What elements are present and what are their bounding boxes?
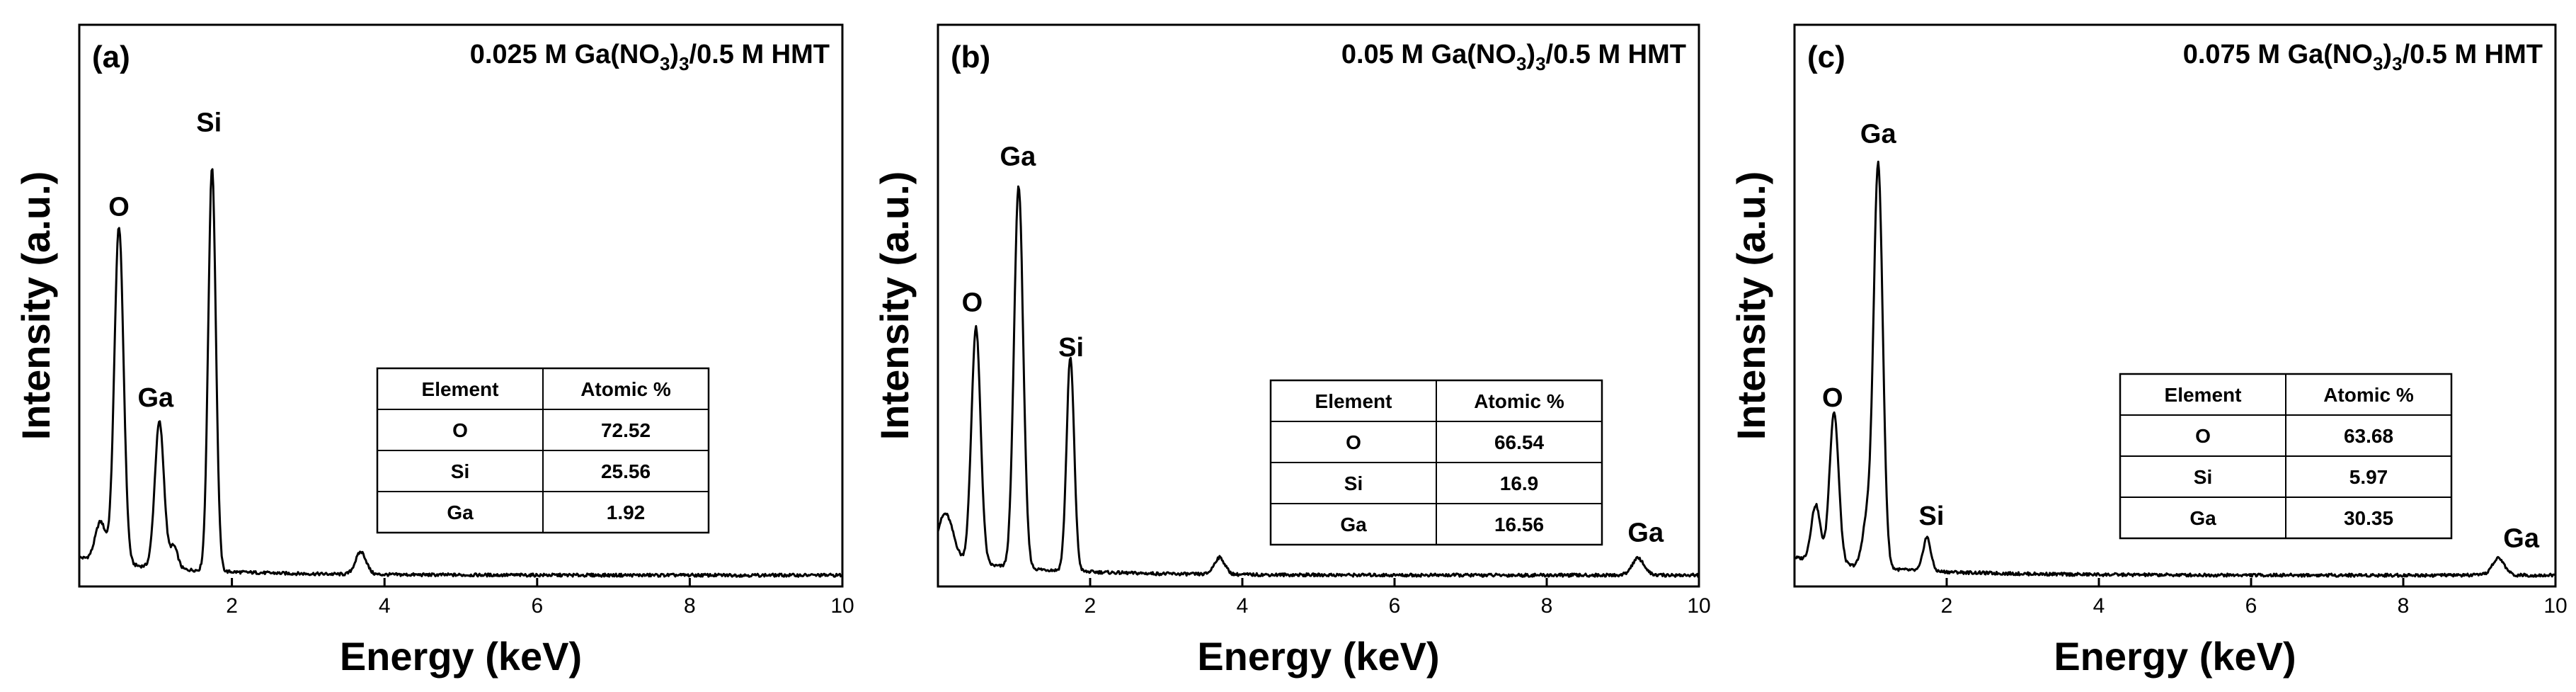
peak-label-ga: Ga [1000, 142, 1037, 171]
table-header-atomic: Atomic % [1474, 390, 1564, 412]
table-header-element: Element [422, 378, 499, 400]
table-cell-value: 63.68 [2344, 425, 2393, 447]
x-tick-label: 6 [531, 594, 543, 618]
peak-label-ga: Ga [2503, 523, 2540, 553]
table-cell-value: 30.35 [2344, 507, 2393, 529]
peak-label-si: Si [196, 108, 222, 138]
x-tick-label: 10 [830, 594, 854, 618]
x-tick-label: 2 [1941, 594, 1953, 618]
panel-c: 2 4 6 8 10 Energy (keV) Intensity (a.u.) (c) 0.0… [1729, 23, 2568, 679]
x-tick-label: 8 [2398, 594, 2410, 618]
table-cell-element: Si [1344, 472, 1363, 494]
composition-table: Element Atomic % O 63.68 Si 5.97 Ga 30.35 [2119, 373, 2453, 540]
x-tick-label: 10 [1687, 594, 1710, 618]
table-cell-value: 5.97 [2349, 466, 2388, 488]
panel-label: (a) [92, 40, 130, 74]
panel-b: 2 4 6 8 10 Energy (keV) Intensity (a.u.) (b) 0.0… [872, 23, 1711, 679]
composition-table: Element Atomic % O 66.54 Si 16.9 Ga 16.56 [1269, 379, 1603, 546]
table-cell-value: 16.9 [1500, 472, 1539, 494]
peak-label-si: Si [1919, 501, 1945, 531]
x-tick-label: 4 [2093, 594, 2105, 618]
table-cell-element: Si [2194, 466, 2212, 488]
y-axis-label: Intensity (a.u.) [13, 171, 58, 441]
plot-frame [937, 23, 1700, 588]
table-cell-element: O [2195, 425, 2211, 447]
y-axis-label: Intensity (a.u.) [872, 171, 917, 441]
table-cell-value: 25.56 [601, 460, 651, 482]
peak-label-ga: Ga [1627, 518, 1664, 548]
table-cell-element: Si [451, 460, 469, 482]
panel-title: 0.05 M Ga(NO3)3/0.5 M HMT [1341, 40, 1686, 74]
composition-table: Element Atomic % O 72.52 Si 25.56 Ga 1.92 [376, 367, 710, 534]
table-cell-value: 72.52 [601, 419, 651, 441]
x-axis-label: Energy (keV) [2054, 634, 2296, 679]
table-cell-element: Ga [2189, 507, 2216, 529]
table-header-element: Element [1315, 390, 1392, 412]
panel-label: (b) [951, 40, 990, 74]
table-header-element: Element [2165, 384, 2242, 406]
x-axis-label: Energy (keV) [340, 634, 582, 679]
table-header-atomic: Atomic % [580, 378, 671, 400]
x-axis-label: Energy (keV) [1197, 634, 1439, 679]
x-tick-label: 6 [1389, 594, 1401, 618]
spectrum-line [1794, 160, 2557, 578]
peak-label-o: O [108, 193, 130, 222]
plot-frame [78, 23, 844, 588]
peak-label-ga: Ga [1860, 120, 1897, 149]
peak-label-o: O [962, 288, 983, 317]
peak-label-o: O [1822, 383, 1843, 413]
panel-title: 0.025 M Ga(NO3)3/0.5 M HMT [470, 40, 830, 74]
table-cell-value: 1.92 [607, 501, 646, 523]
plot-frame [1793, 23, 2557, 588]
x-tick-label: 4 [379, 594, 391, 618]
x-tick-label: 2 [226, 594, 238, 618]
table-cell-value: 16.56 [1494, 514, 1544, 535]
table-header-atomic: Atomic % [2323, 384, 2414, 406]
table-cell-element: Ga [447, 501, 474, 523]
spectrum-line [78, 168, 844, 578]
panel-a: 2 4 6 8 10 Energy (keV) Intensity (a.u.) (a) 0.0… [13, 23, 854, 679]
panel-label: (c) [1807, 40, 1845, 74]
y-axis-label: Intensity (a.u.) [1729, 171, 1773, 441]
x-tick-label: 4 [1237, 594, 1249, 618]
x-tick-label: 2 [1084, 594, 1097, 618]
x-tick-label: 8 [684, 594, 696, 618]
table-cell-element: O [452, 419, 468, 441]
table-cell-element: Ga [1340, 514, 1367, 535]
spectrum-line [937, 185, 1700, 578]
peak-label-si: Si [1058, 333, 1084, 363]
table-cell-element: O [1346, 431, 1361, 453]
x-tick-label: 6 [2245, 594, 2257, 618]
panel-title: 0.075 M Ga(NO3)3/0.5 M HMT [2183, 40, 2543, 74]
x-tick-label: 8 [1541, 594, 1553, 618]
x-tick-label: 10 [2543, 594, 2567, 618]
table-cell-value: 66.54 [1494, 431, 1544, 453]
peak-label-ga: Ga [137, 383, 174, 413]
